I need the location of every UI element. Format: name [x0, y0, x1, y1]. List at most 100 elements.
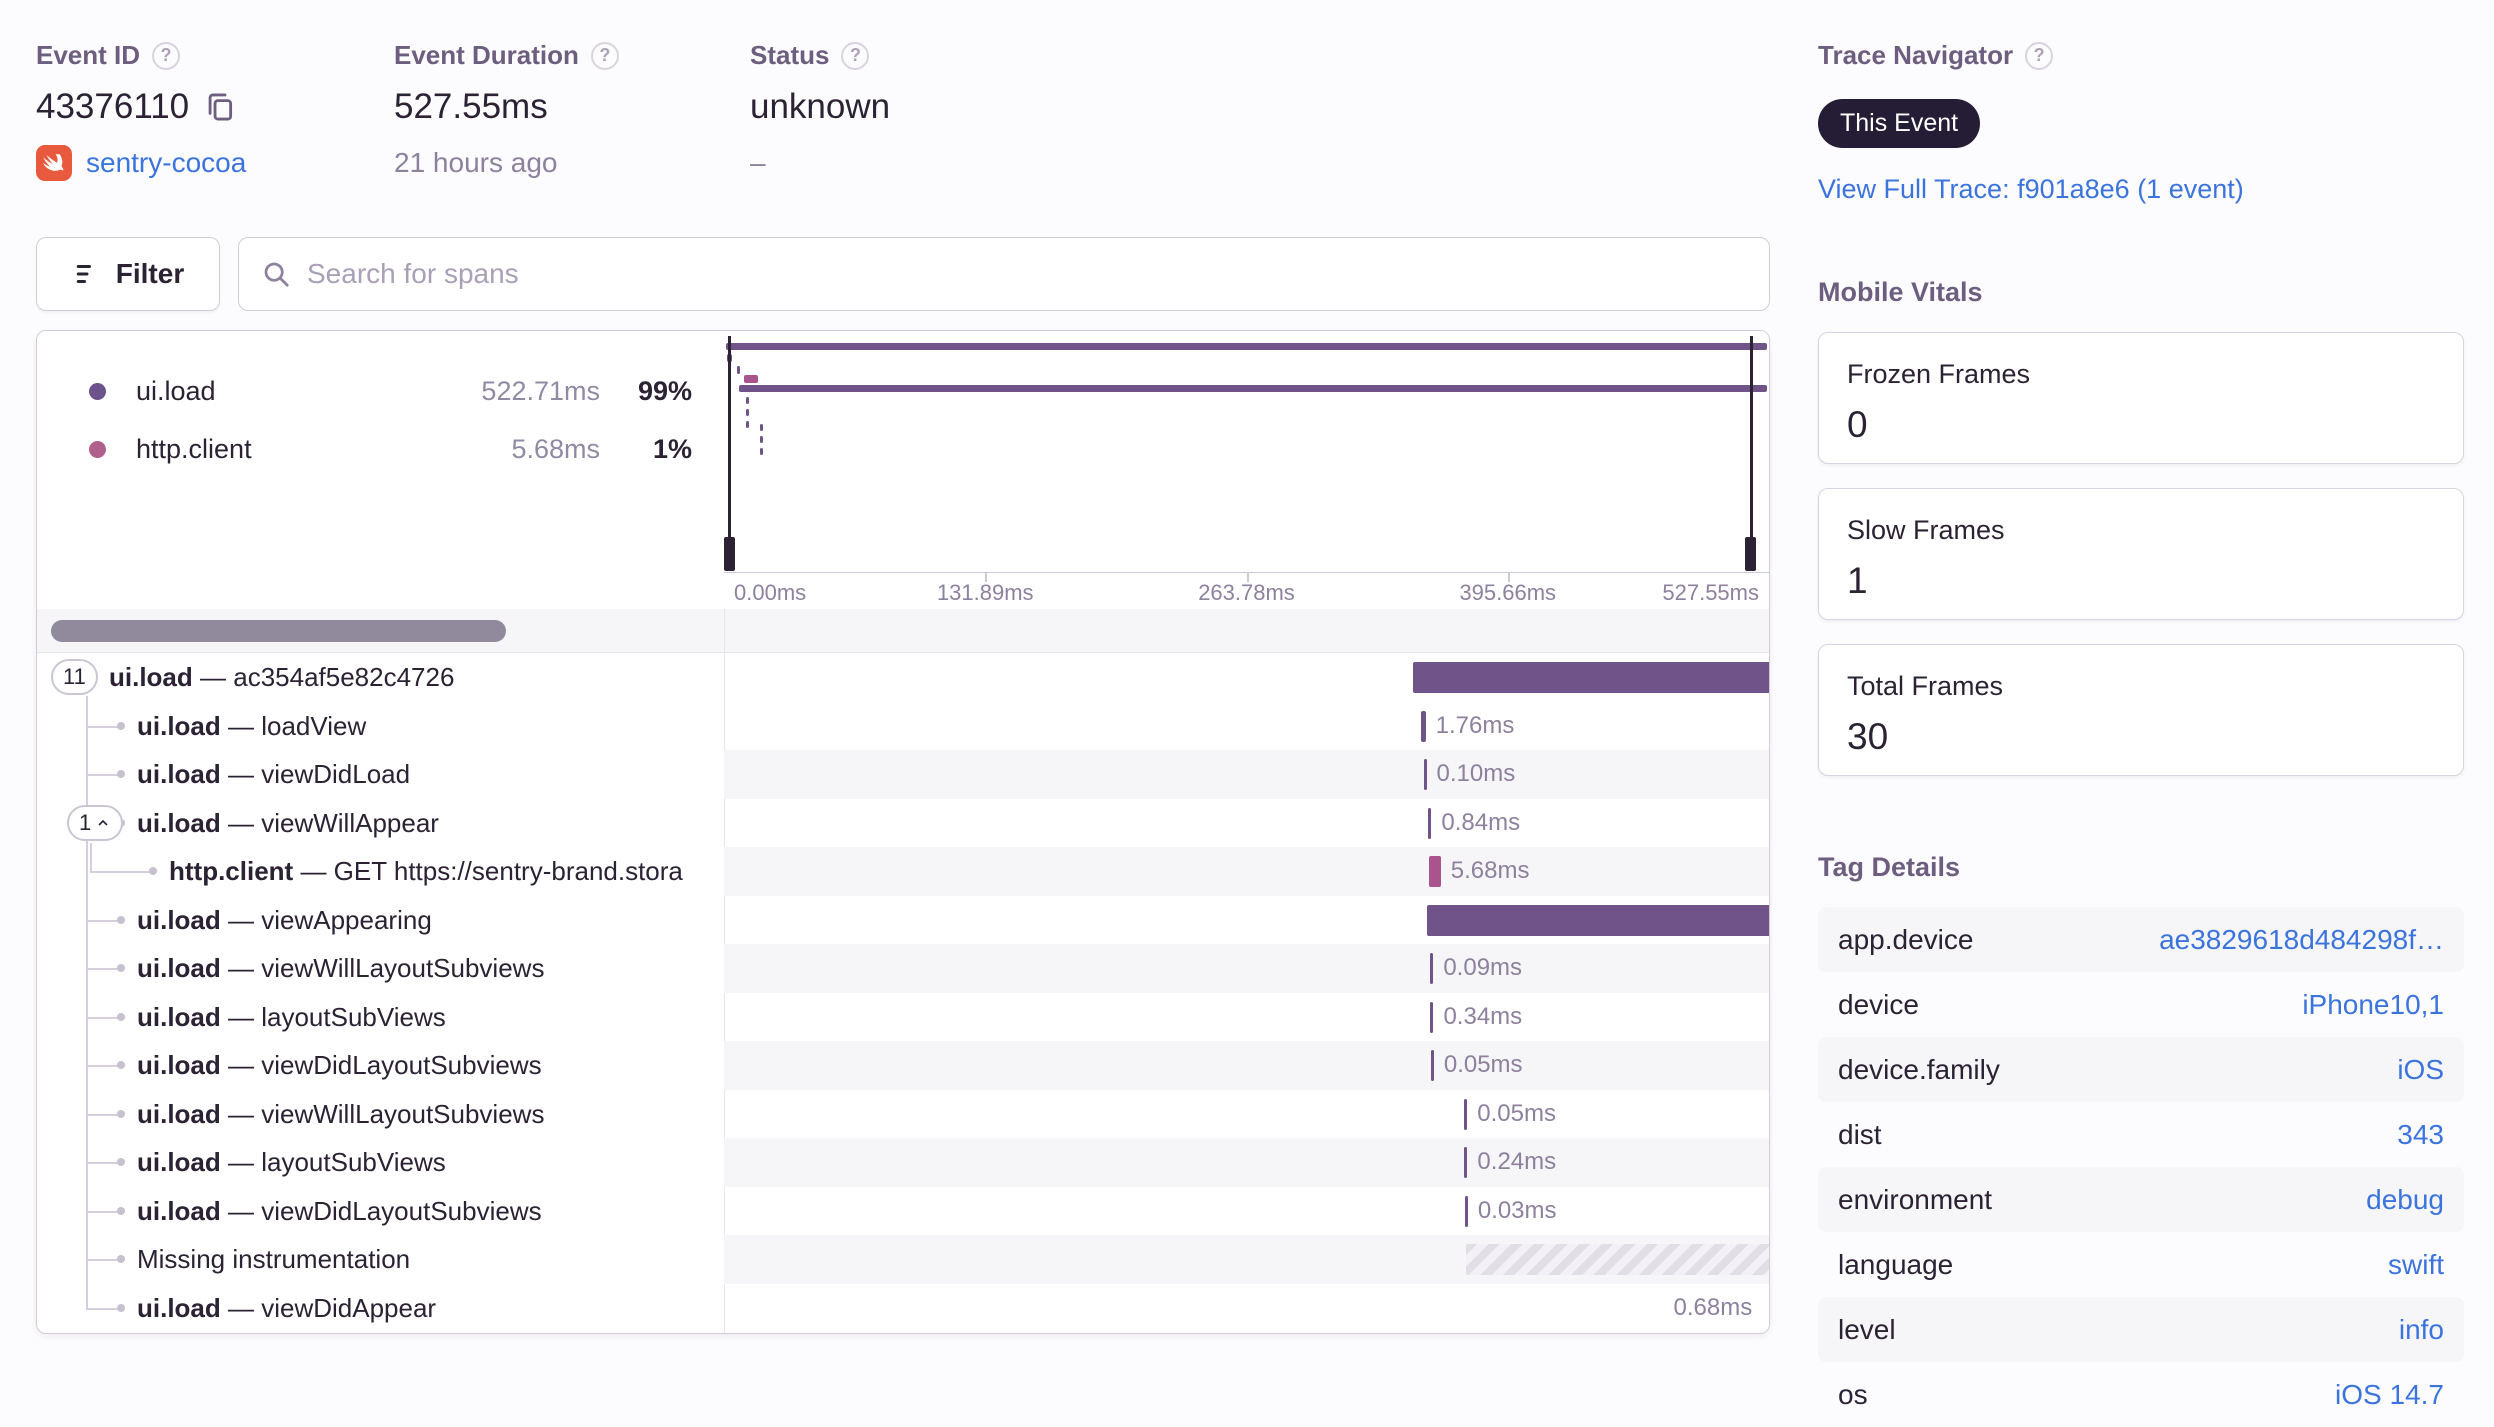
tag-key: environment: [1838, 1183, 1993, 1215]
event-duration-section: Event Duration ? 527.55ms 21 hours ago: [394, 40, 619, 179]
axis-tick-label: 0.00ms: [734, 580, 807, 605]
op-name: http.client: [136, 433, 252, 464]
spans-panel: ui.load 522.71ms 99% http.client 5.68ms 1% 0.…: [36, 330, 1770, 1334]
tag-value-link[interactable]: info: [2398, 1313, 2444, 1345]
span-duration-bar[interactable]: [1427, 807, 1432, 839]
span-row[interactable]: 519.32ms ui.load — viewAppearing: [37, 896, 1769, 945]
tree-expand-badge[interactable]: 1: [67, 804, 124, 841]
span-duration-bar[interactable]: 519.32ms: [1427, 904, 1769, 936]
span-bar-area[interactable]: 0.24ms: [724, 1138, 1769, 1187]
tag-row: environment debug: [1818, 1167, 2464, 1232]
span-row[interactable]: 0.68ms ui.load — viewDidAppear: [37, 1284, 1769, 1333]
tag-value-link[interactable]: ae3829618d484298f…: [2159, 923, 2444, 955]
tree-connector-dot: [117, 1255, 125, 1263]
view-full-trace-link[interactable]: View Full Trace: f901a8e6 (1 event): [1818, 174, 2244, 204]
tag-value-link[interactable]: 343: [2397, 1118, 2444, 1150]
tree-connector-dot: [117, 721, 125, 730]
tree-connector-line: [86, 1113, 120, 1116]
span-row[interactable]: 0.03ms ui.load — viewDidLayoutSubviews: [37, 1187, 1769, 1236]
tag-value-link[interactable]: iOS: [2397, 1053, 2444, 1085]
span-duration-bar[interactable]: [1464, 1147, 1468, 1178]
span-bar-area[interactable]: 496.60ms: [724, 1235, 1769, 1284]
vital-card-value: 0: [1847, 404, 1868, 445]
ops-breakdown-row[interactable]: http.client 5.68ms 1%: [37, 421, 724, 477]
span-bar-area[interactable]: 5.68ms: [724, 847, 1769, 896]
span-bar-area[interactable]: 1.76ms: [724, 702, 1769, 751]
tree-connector-line: [86, 1016, 120, 1019]
span-duration-bar[interactable]: [1421, 710, 1426, 742]
span-tree-label: ui.load — ac354af5e82c4726: [109, 662, 455, 692]
status-sub-value: –: [750, 147, 766, 178]
minimap-span-mark: [759, 448, 763, 455]
span-duration-bar[interactable]: [1430, 953, 1434, 984]
span-bar-area[interactable]: 0.10ms: [724, 750, 1769, 799]
span-bar-area[interactable]: 0.05ms: [724, 1090, 1769, 1139]
tag-value-link[interactable]: debug: [2366, 1183, 2444, 1215]
span-bar-area[interactable]: 0.68ms: [724, 1284, 1769, 1333]
tree-connector-line: [86, 1307, 120, 1310]
span-bar-area[interactable]: 0.09ms: [724, 944, 1769, 993]
span-bar-area[interactable]: 0.84ms: [724, 799, 1769, 848]
tag-row: dist 343: [1818, 1102, 2464, 1167]
span-tree-label: ui.load — viewDidLoad: [137, 759, 411, 789]
span-bar-area[interactable]: 0.05ms: [724, 1041, 1769, 1090]
span-row[interactable]: 527.55ms 11 ui.load — ac354af5e82c4726: [37, 653, 1769, 702]
minimap-span-mark: [736, 366, 740, 374]
span-row[interactable]: 0.84ms 1 ui.load — viewWillAppear: [37, 799, 1769, 848]
span-duration-label: 0.09ms: [1443, 954, 1523, 981]
project-link[interactable]: sentry-cocoa: [86, 147, 247, 178]
horizontal-scrollbar-thumb[interactable]: [51, 620, 506, 642]
copy-icon[interactable]: [203, 90, 237, 124]
tree-connector-line: [86, 919, 120, 922]
op-color-dot: [89, 382, 106, 400]
help-icon[interactable]: ?: [590, 41, 619, 70]
span-tree-label: ui.load — viewWillLayoutSubviews: [137, 1098, 545, 1129]
tree-connector-dot: [149, 867, 157, 875]
tree-connector-dot: [117, 1109, 125, 1118]
minimap-left-handle[interactable]: [724, 537, 735, 571]
filter-button[interactable]: Filter: [36, 237, 220, 311]
span-row[interactable]: 0.24ms ui.load — layoutSubViews: [37, 1138, 1769, 1187]
tree-connector-dot: [117, 1061, 125, 1069]
span-tree-label: ui.load — viewWillAppear: [137, 807, 439, 838]
span-row[interactable]: 0.09ms ui.load — viewWillLayoutSubviews: [37, 944, 1769, 993]
span-duration-bar[interactable]: [1430, 1001, 1434, 1033]
ops-breakdown: ui.load 522.71ms 99% http.client 5.68ms 1%: [37, 331, 724, 609]
ops-breakdown-row[interactable]: ui.load 522.71ms 99%: [37, 363, 724, 419]
span-duration-bar[interactable]: [1464, 1098, 1468, 1130]
tag-value-link[interactable]: iOS 14.7: [2335, 1378, 2444, 1410]
help-icon[interactable]: ?: [2025, 41, 2054, 70]
span-row[interactable]: 496.60ms Missing instrumentation: [37, 1235, 1769, 1284]
span-duration-bar[interactable]: 527.55ms: [1413, 662, 1769, 693]
span-duration-bar[interactable]: [1429, 856, 1441, 887]
tag-value-link[interactable]: swift: [2388, 1248, 2444, 1280]
tree-expand-badge[interactable]: 11: [51, 659, 98, 695]
minimap-axis: 0.00ms 131.89ms 263.78ms 395.66ms 527.55ms: [724, 572, 1769, 609]
span-duration-label: 5.68ms: [1450, 857, 1530, 884]
help-icon[interactable]: ?: [841, 41, 870, 70]
span-duration-bar[interactable]: [1430, 1050, 1434, 1081]
span-bar-area[interactable]: 519.32ms: [724, 896, 1769, 945]
span-duration-bar[interactable]: 496.60ms: [1466, 1244, 1769, 1275]
span-tree-label: http.client — GET https://sentry-brand.s…: [169, 856, 683, 886]
tree-connector-line: [86, 1210, 120, 1213]
span-duration-bar[interactable]: [1423, 759, 1427, 790]
span-row[interactable]: 0.05ms ui.load — viewWillLayoutSubviews: [37, 1090, 1769, 1139]
search-input[interactable]: [307, 258, 1747, 290]
tag-value-link[interactable]: iPhone10,1: [2302, 988, 2444, 1020]
span-row[interactable]: 1.76ms ui.load — loadView: [37, 702, 1769, 751]
span-duration-bar[interactable]: [1464, 1195, 1468, 1227]
span-bar-area[interactable]: 0.03ms: [724, 1187, 1769, 1236]
tag-key: device.family: [1838, 1053, 2000, 1085]
span-row[interactable]: 0.34ms ui.load — layoutSubViews: [37, 993, 1769, 1042]
minimap-right-handle[interactable]: [1745, 537, 1756, 571]
span-row[interactable]: 0.10ms ui.load — viewDidLoad: [37, 750, 1769, 799]
span-bar-area[interactable]: 527.55ms: [724, 653, 1769, 702]
minimap-span-bar: [726, 343, 1767, 350]
tree-connector-dot: [117, 1158, 125, 1166]
help-icon[interactable]: ?: [152, 41, 181, 70]
minimap[interactable]: [724, 331, 1769, 572]
span-row[interactable]: 5.68ms http.client — GET https://sentry-b…: [37, 847, 1769, 896]
span-row[interactable]: 0.05ms ui.load — viewDidLayoutSubviews: [37, 1041, 1769, 1090]
span-bar-area[interactable]: 0.34ms: [724, 993, 1769, 1042]
